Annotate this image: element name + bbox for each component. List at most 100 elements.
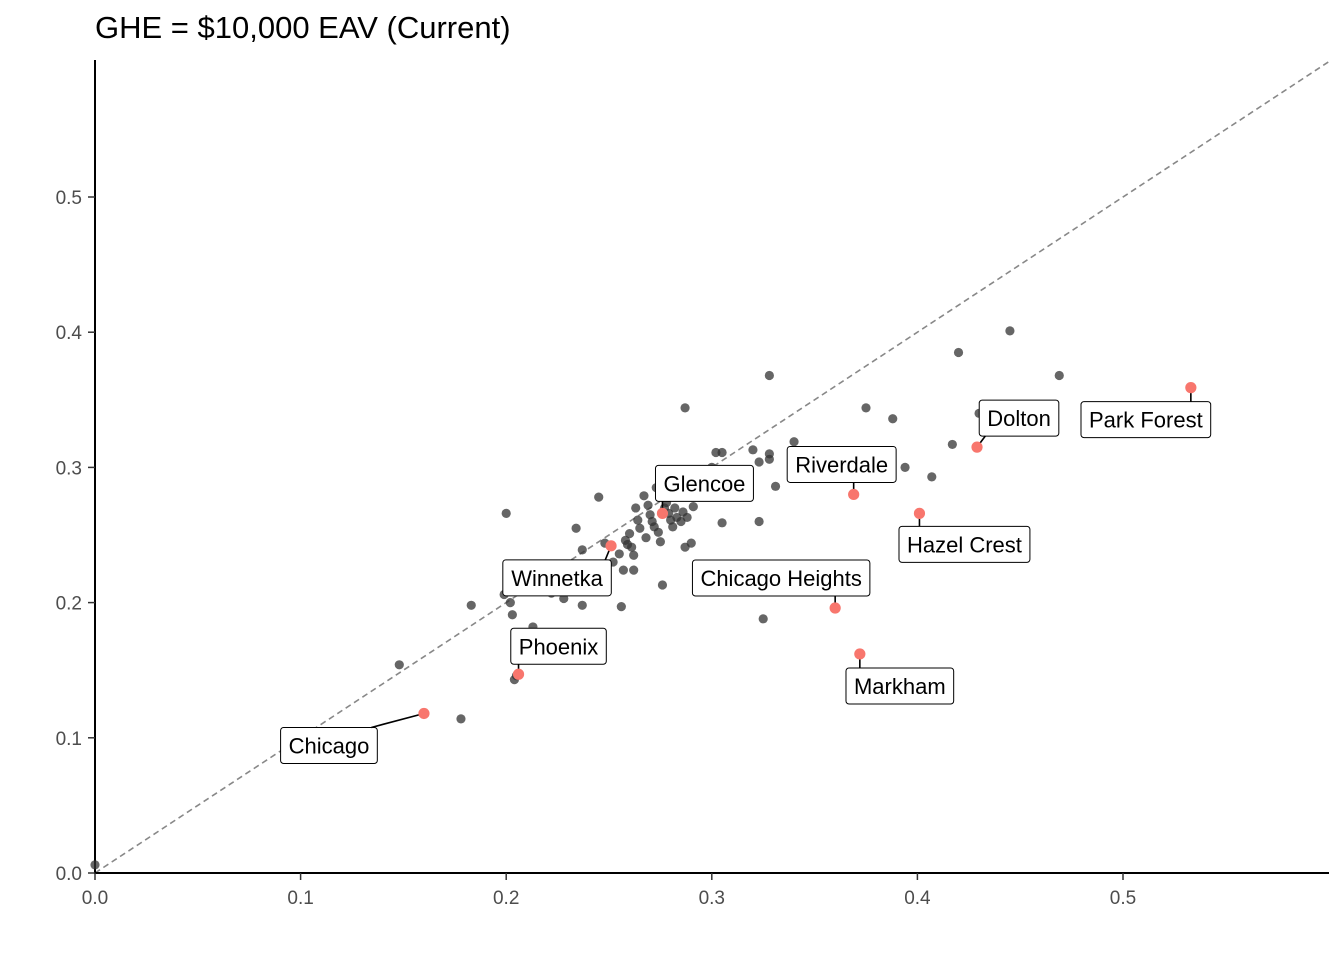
data-point [394,660,404,670]
data-point [953,347,964,358]
data-point [686,538,696,548]
point-label-text: Phoenix [519,634,599,659]
highlighted-point [913,507,926,519]
data-point [688,502,698,512]
point-label-text: Riverdale [795,452,888,477]
data-point [624,529,635,539]
data-point [618,565,628,575]
highlighted-point [971,441,983,453]
y-tick-label: 0.4 [56,323,83,344]
data-point [657,580,668,590]
point-label-text: Chicago Heights [700,566,861,591]
data-point [764,370,774,381]
data-point [1054,370,1064,381]
data-point [748,445,758,455]
highlighted-point-group: Riverdale [786,445,897,501]
data-point [577,600,587,610]
highlighted-point [848,488,860,501]
data-point [668,522,678,532]
identity-reference-line [94,60,1330,874]
point-label-box [691,559,871,597]
labels-layer: Chicago Phoenix Winnetka Glencoe Chicago Hei… [280,382,1212,764]
point-label-box [280,726,378,764]
point-label-text: Markham [854,674,946,699]
data-point [754,457,764,467]
data-point [1005,326,1015,336]
data-point [655,537,666,547]
data-point [717,518,727,528]
point-label-text: Glencoe [663,471,745,496]
point-label-box [502,559,612,597]
point-label-text: Hazel Crest [907,532,1022,557]
data-point [770,481,781,491]
data-point [629,550,639,560]
x-tick-label: 0.5 [1110,888,1136,909]
data-point [653,527,663,537]
point-label-box [786,445,897,483]
highlighted-point [829,602,841,614]
x-tick-label: 0.4 [904,888,931,909]
y-tick-label: 0.0 [56,864,82,885]
data-point [927,472,937,482]
highlighted-point [605,540,617,552]
x-tick-label: 0.0 [82,888,108,909]
highlighted-point-group: Chicago [280,707,430,764]
chart-title: GHE = $10,000 EAV (Current) [95,10,511,45]
data-point [888,414,898,424]
highlighted-point [512,668,525,680]
data-point [643,500,653,510]
point-label-box [845,667,955,705]
data-point [629,565,639,575]
point-label-box [510,627,607,665]
highlighted-point-group: Markham [845,648,955,705]
data-point [594,492,604,502]
points-layer [90,326,1064,870]
data-point [764,449,774,459]
highlighted-point [1185,382,1197,394]
highlighted-point-group: Hazel Crest [898,507,1031,563]
highlighted-point-group: Glencoe [654,464,754,519]
data-point [456,714,466,724]
data-point [670,503,680,513]
x-tick-label: 0.2 [493,888,519,909]
data-point [861,403,871,413]
point-label-text: Dolton [987,406,1051,431]
data-point [466,600,476,610]
point-label-box [1080,401,1212,439]
data-point [789,437,799,447]
data-point [616,602,626,612]
x-tick-label: 0.3 [699,888,725,909]
data-point [507,610,517,620]
y-tick-label: 0.3 [56,458,82,479]
data-point [641,533,651,543]
data-point [577,545,587,555]
point-label-box [898,525,1031,563]
x-tick-label: 0.1 [287,888,313,909]
data-point [90,860,100,870]
data-point [631,503,641,513]
highlighted-point-group: Park Forest [1080,382,1212,439]
highlighted-point-group: Chicago Heights [691,559,871,614]
label-connector [371,712,425,729]
data-point [680,403,690,413]
data-point [758,614,768,624]
y-tick-label: 0.1 [56,729,82,750]
data-point [505,598,515,608]
point-label-box [978,399,1060,437]
point-label-box [654,464,754,502]
data-point [639,491,649,501]
highlighted-point-group: Dolton [971,399,1060,453]
reference-line-layer [94,60,1330,874]
data-point [947,439,957,450]
highlighted-point-group: Winnetka [502,540,617,597]
axes: 0.0 0.1 0.2 0.3 0.4 0.5 0.0 0.1 0.2 0.3 0.4 0.5 [56,60,1329,909]
point-label-text: Winnetka [511,566,603,591]
point-label-text: Chicago [289,733,370,758]
highlighted-point [656,507,669,519]
data-point [754,516,764,527]
y-tick-label: 0.5 [56,188,82,209]
data-point [627,542,637,552]
data-point [633,515,643,525]
point-label-text: Park Forest [1089,408,1203,433]
